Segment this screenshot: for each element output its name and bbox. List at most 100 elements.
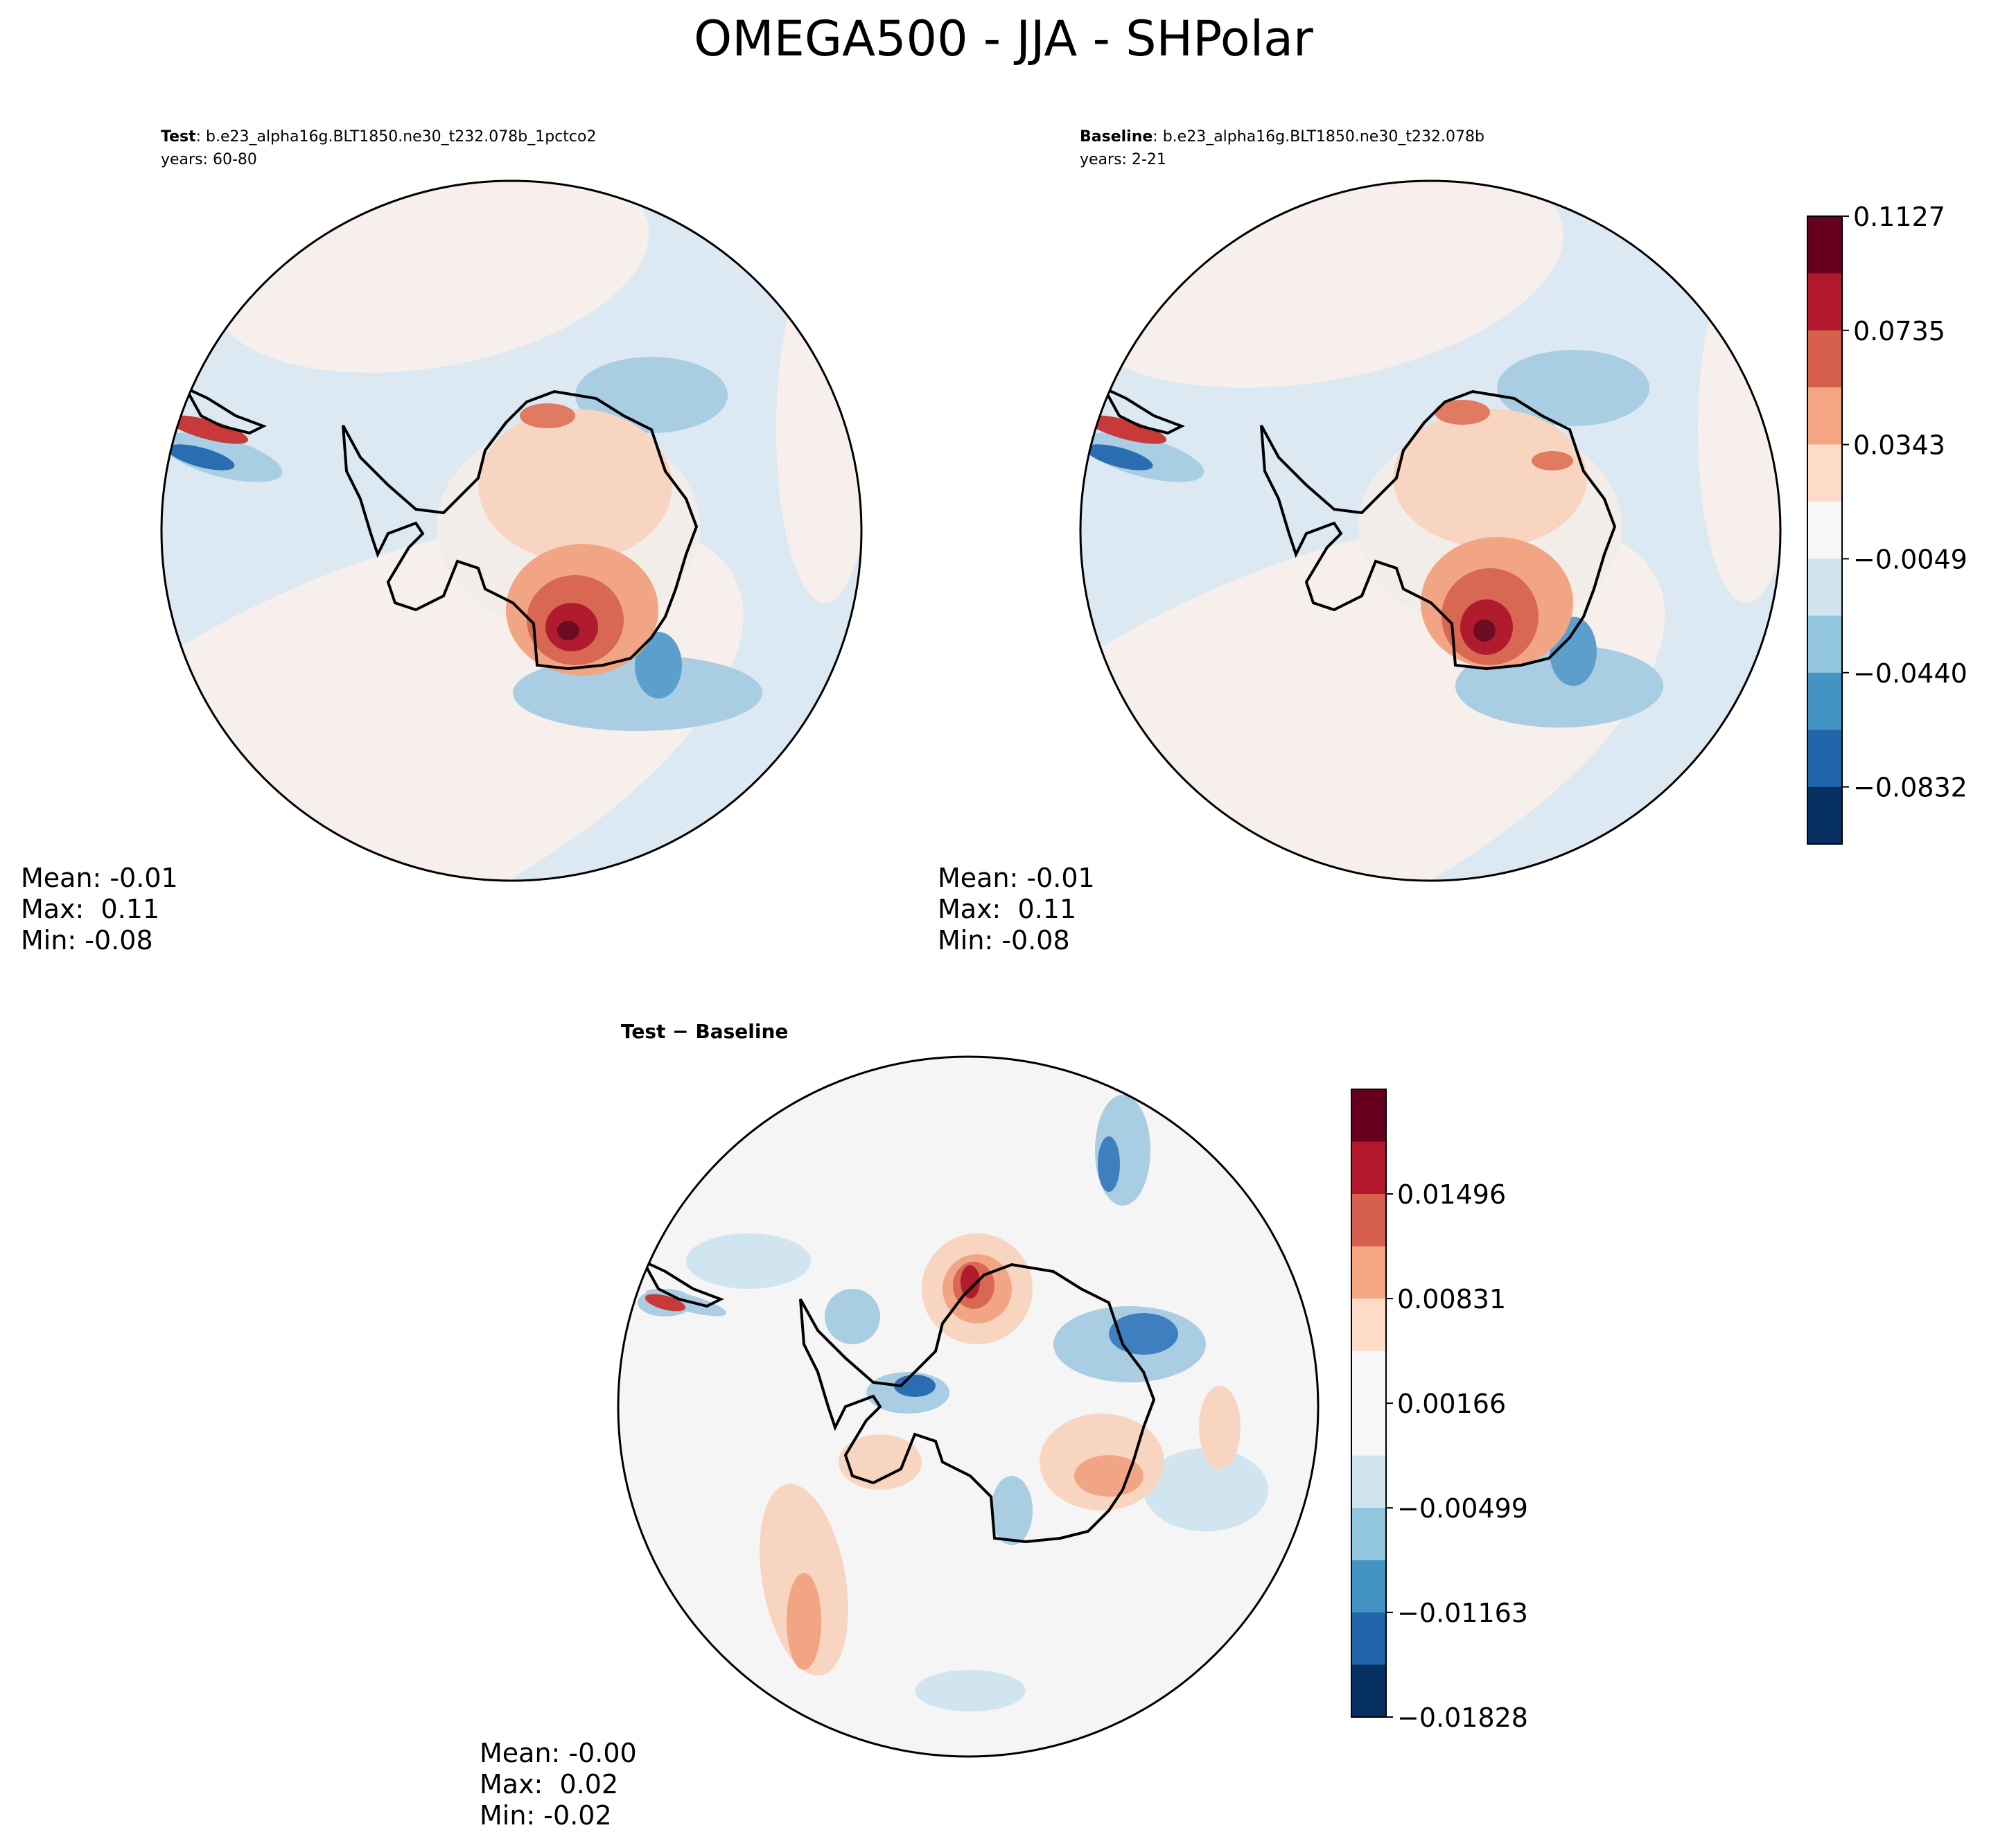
test-map-boundary xyxy=(160,179,863,882)
baseline-header: Baseline: b.e23_alpha16g.BLT1850.ne30_t2… xyxy=(1080,128,1484,146)
colorbar-test-baseline-color-bin xyxy=(1807,558,1842,617)
colorbar-test-baseline-color-bin xyxy=(1807,730,1842,788)
test-map-upward-region xyxy=(557,621,579,640)
colorbar-difference-color-bin xyxy=(1351,1508,1386,1561)
colorbar-test-baseline-color-bin xyxy=(1807,330,1842,388)
test-panel: Test: b.e23_alpha16g.BLT1850.ne30_t232.0… xyxy=(21,128,863,956)
baseline-map-upward-region xyxy=(1085,415,1167,444)
colorbar-difference-tick-label: 0.01496 xyxy=(1397,1179,1506,1210)
colorbar-difference-color-bin xyxy=(1351,1612,1386,1666)
test-coastline xyxy=(342,389,699,671)
test-map-downward-region xyxy=(167,444,235,470)
colorbar-test-baseline-tick-label: 0.0343 xyxy=(1853,430,1945,461)
diff-map-negative-region xyxy=(894,1375,936,1397)
test-map xyxy=(161,181,861,881)
baseline-coastline xyxy=(1260,389,1617,671)
colorbar-test-baseline-tick-label: −0.0049 xyxy=(1853,544,1967,574)
colorbar-test-baseline-color-bin xyxy=(1807,672,1842,730)
colorbar-difference-tick-label: −0.01828 xyxy=(1397,1702,1528,1733)
diff-map-negative-region xyxy=(915,1670,1026,1711)
baseline-years: years: 2-21 xyxy=(1080,151,1166,168)
colorbar-difference-color-bin xyxy=(1351,1246,1386,1299)
test-case-name: : b.e23_alpha16g.BLT1850.ne30_t232.078b_… xyxy=(196,128,597,146)
baseline-map-boundary xyxy=(1079,179,1782,882)
colorbar-difference-tick-label: 0.00831 xyxy=(1397,1284,1506,1314)
colorbar-difference-color-bin xyxy=(1351,1455,1386,1508)
test-stat-mean: Mean: -0.01 xyxy=(21,863,178,893)
diff-map xyxy=(618,1057,1318,1757)
colorbar-difference-color-bin xyxy=(1351,1141,1386,1195)
colorbar-difference-color-bin xyxy=(1351,1089,1386,1143)
diff-coastline-island xyxy=(640,1258,724,1308)
test-map-upward-region xyxy=(520,403,575,428)
diff-map-positive-region xyxy=(961,1265,980,1299)
diff-map-positive-region xyxy=(645,1294,686,1312)
baseline-map-upward-region xyxy=(1473,619,1496,642)
colorbar-difference-tick-label: 0.00166 xyxy=(1397,1389,1506,1419)
colorbar-difference-color-bin xyxy=(1351,1560,1386,1613)
colorbar-difference-color-bin xyxy=(1351,1299,1386,1352)
baseline-map-upward-region xyxy=(1393,409,1587,547)
diff-map-negative-region xyxy=(1098,1136,1120,1192)
colorbar-difference-color-bin xyxy=(1351,1664,1386,1718)
diff-label: Test − Baseline xyxy=(621,1020,788,1043)
diff-map-negative-region xyxy=(1109,1313,1178,1355)
diff-map-negative-region xyxy=(686,1233,811,1289)
diff-map-negative-region xyxy=(991,1476,1033,1545)
colorbar-difference: 0.01496 0.00831 0.00166 −0.00499 −0.01163 −0.… xyxy=(1351,1089,1528,1733)
test-years: years: 60-80 xyxy=(161,151,257,168)
test-map-upward-region xyxy=(167,415,249,444)
colorbar-difference-tick-label: −0.00499 xyxy=(1397,1493,1528,1524)
test-stat-min: Min: -0.08 xyxy=(21,925,153,956)
colorbar-test-baseline-frame xyxy=(1807,215,1843,845)
colorbar-difference-color-bin xyxy=(1351,1194,1386,1247)
colorbar-difference-color-bin xyxy=(1351,1350,1386,1404)
colorbar-test-baseline-tick-label: −0.0832 xyxy=(1853,773,1967,803)
diff-stat-mean: Mean: -0.00 xyxy=(480,1738,637,1768)
test-map-upward-region xyxy=(478,409,672,561)
colorbar-test-baseline-color-bin xyxy=(1807,501,1842,559)
colorbar-test-baseline-tick-label: −0.0440 xyxy=(1853,658,1967,689)
diff-coastline xyxy=(799,1262,1156,1544)
baseline-panel: Baseline: b.e23_alpha16g.BLT1850.ne30_t2… xyxy=(938,128,1967,956)
diff-panel: Test − Baseline xyxy=(480,1020,1528,1831)
baseline-case-name: : b.e23_alpha16g.BLT1850.ne30_t232.078b xyxy=(1153,128,1484,146)
figure-title: OMEGA500 - JJA - SHPolar xyxy=(694,10,1313,67)
colorbar-test-baseline-color-bin xyxy=(1807,387,1842,446)
test-map-downward-region xyxy=(635,632,682,698)
diff-map-negative-region xyxy=(1143,1448,1268,1531)
diff-map-positive-region xyxy=(787,1573,821,1670)
baseline-stat-max: Max: 0.11 xyxy=(938,894,1076,924)
colorbar-test-baseline-tick-label: 0.0735 xyxy=(1853,316,1945,346)
diff-map-boundary xyxy=(617,1055,1320,1758)
diff-map-positive-region xyxy=(1074,1455,1143,1497)
colorbar-test-baseline-color-bin xyxy=(1807,786,1842,845)
colorbar-test-baseline-color-bin xyxy=(1807,216,1842,274)
colorbar-test-baseline-color-bin xyxy=(1807,273,1842,331)
baseline-label: Baseline xyxy=(1080,128,1153,146)
colorbar-test-baseline-tick-label: 0.1127 xyxy=(1853,202,1945,232)
test-label: Test xyxy=(161,128,196,146)
baseline-map-upward-region xyxy=(1435,400,1490,425)
baseline-map-downward-region xyxy=(1085,444,1153,470)
baseline-stat-mean: Mean: -0.01 xyxy=(938,863,1095,893)
test-map-neutral-band xyxy=(776,256,861,603)
colorbar-test-baseline: 0.1127 0.0735 0.0343 −0.0049 −0.0440 −0.0832 xyxy=(1807,202,1967,845)
colorbar-difference-tick-label: −0.01163 xyxy=(1397,1598,1528,1628)
diff-map-background xyxy=(618,1057,1318,1757)
baseline-map xyxy=(1080,181,1780,881)
baseline-map-downward-region xyxy=(1497,350,1649,426)
diff-map-negative-region xyxy=(825,1289,880,1344)
baseline-stat-min: Min: -0.08 xyxy=(938,925,1070,956)
baseline-map-upward-region xyxy=(1532,451,1573,470)
diff-stat-max: Max: 0.02 xyxy=(480,1769,618,1799)
baseline-coastline-island xyxy=(1101,385,1185,435)
diff-map-positive-region xyxy=(1199,1386,1241,1469)
colorbar-test-baseline-color-bin xyxy=(1807,615,1842,674)
test-map-downward-region xyxy=(575,357,728,433)
test-header: Test: b.e23_alpha16g.BLT1850.ne30_t232.0… xyxy=(161,128,596,146)
diff-stat-min: Min: -0.02 xyxy=(480,1800,612,1831)
diff-map-positive-region xyxy=(839,1434,922,1490)
colorbar-difference-color-bin xyxy=(1351,1403,1386,1457)
test-stat-max: Max: 0.11 xyxy=(21,894,159,924)
